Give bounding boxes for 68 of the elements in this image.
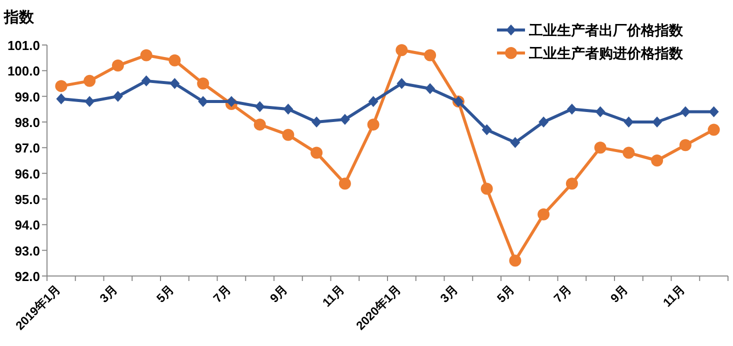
x-tick-label: 9月 [608,282,631,306]
point [84,74,96,87]
point [283,104,294,115]
point [652,116,662,128]
point [367,118,380,131]
point [566,104,577,115]
point [140,49,152,62]
point [112,90,123,102]
x-tick-label: 5月 [494,282,518,306]
point [708,106,719,118]
x-tick-label: 11月 [320,282,348,310]
point [338,178,351,190]
point [651,154,664,166]
point [141,75,152,86]
point [112,60,124,72]
point [538,116,549,128]
y-tick-label: 92.0 [14,269,40,284]
y-tick-label: 100.0 [7,64,40,79]
y-tick-label: 99.0 [14,89,40,104]
y-tick-label: 101.0 [7,38,40,53]
point [310,146,323,159]
point [84,96,95,107]
y-tick-label: 94.0 [14,218,40,233]
y-tick-label: 97.0 [14,140,40,156]
point [482,124,492,136]
point [680,106,690,118]
x-tick-label: 7月 [210,282,234,306]
x-tick-label: 5月 [154,282,177,306]
point [510,137,520,148]
point [226,96,236,107]
point [368,96,378,107]
point [340,114,350,125]
point [509,254,522,267]
y-axis-title: 指数 [3,9,35,26]
point [425,83,436,94]
point [566,178,578,190]
point [396,78,407,89]
point [538,208,550,220]
point [480,182,493,195]
point [708,124,720,136]
point [170,78,180,89]
point [282,128,294,141]
point [594,142,606,154]
point [312,116,322,128]
point [197,78,210,90]
x-tick-label: 3月 [437,282,461,306]
point [424,49,436,62]
y-tick-label: 95.0 [14,192,40,207]
point [622,146,635,159]
point [55,80,68,92]
point [595,106,606,118]
point [168,54,181,66]
x-tick-label: 3月 [96,282,120,306]
point [396,44,408,56]
y-tick-label: 96.0 [14,166,40,182]
point [624,116,634,128]
x-tick-label: 7月 [550,282,574,306]
x-tick-label: 11月 [660,282,688,310]
point [198,96,208,107]
x-tick-label: 9月 [267,282,290,306]
legend-label: 工业生产者购进价格指数 [528,45,684,61]
point [254,118,266,131]
point [56,93,66,104]
legend-label: 工业生产者出厂价格指数 [528,22,684,38]
y-tick-label: 98.0 [14,115,40,130]
point [679,139,692,152]
y-tick-label: 93.0 [14,243,40,258]
point [254,101,265,112]
